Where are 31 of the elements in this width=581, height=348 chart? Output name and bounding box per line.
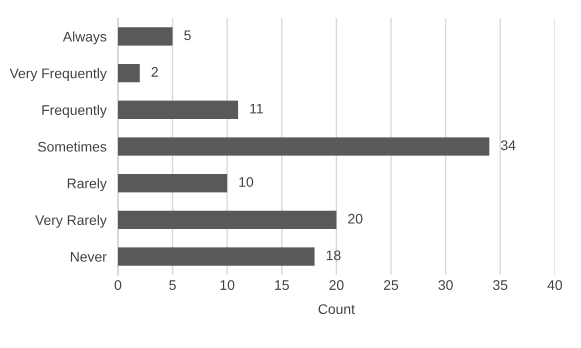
bar	[118, 100, 238, 119]
x-tick-label: 20	[329, 280, 344, 290]
y-tick-label: Always	[62, 31, 106, 44]
x-tick-label: 25	[384, 280, 398, 290]
x-tick-label: 30	[438, 280, 453, 290]
x-tick-label: 15	[275, 280, 289, 290]
x-tick-label: 10	[220, 280, 234, 290]
y-tick-label: Frequently	[42, 104, 107, 118]
y-tick-label: Never	[70, 252, 107, 262]
bar	[118, 27, 173, 46]
x-tick-label: 35	[493, 280, 508, 290]
y-tick-label: Sometimes	[38, 141, 106, 152]
x-tick-label: 40	[547, 280, 562, 290]
data-label: 18	[326, 250, 341, 260]
y-tick-label: Rarely	[68, 178, 107, 192]
x-axis-title: Count	[318, 304, 355, 314]
y-tick-label: Very Rarely	[35, 214, 107, 228]
data-label: 34	[500, 140, 516, 150]
x-tick-label: 5	[169, 280, 176, 290]
bar	[118, 64, 140, 82]
y-tick-label: Very Frequently	[10, 68, 107, 82]
data-label: 10	[239, 177, 254, 187]
bar	[118, 137, 490, 156]
data-label: 5	[184, 30, 191, 40]
data-label: 2	[152, 67, 158, 77]
bar	[118, 247, 315, 266]
bar	[118, 210, 336, 230]
x-tick-label: 0	[114, 280, 122, 290]
data-label: 11	[250, 104, 263, 114]
data-label: 20	[348, 214, 362, 224]
bar	[118, 174, 228, 192]
